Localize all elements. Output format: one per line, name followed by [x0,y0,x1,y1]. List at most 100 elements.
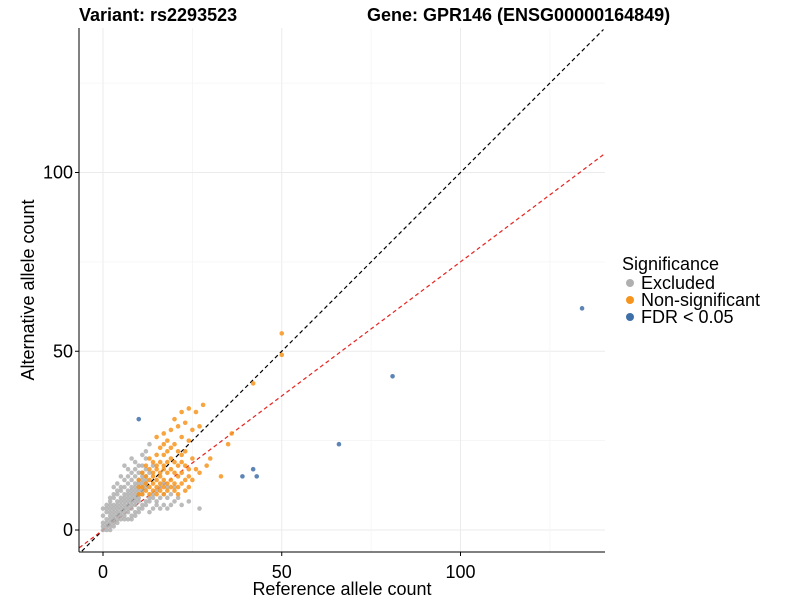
point-non-significant [154,491,159,497]
point-non-significant [168,484,174,490]
point-excluded [100,520,106,526]
point-excluded [136,463,142,468]
legend-key-excluded [626,279,634,287]
point-excluded [118,513,124,518]
point-excluded [125,488,131,493]
point-excluded [154,488,159,493]
point-fdr-0-05 [250,466,256,472]
legend-label-fdr-0-05: FDR < 0.05 [641,307,734,327]
point-excluded [140,463,145,468]
point-excluded [154,499,159,504]
point-excluded [132,491,138,497]
point-excluded [132,474,138,479]
point-non-significant [186,466,192,472]
point-excluded [118,488,124,493]
point-excluded [136,509,142,515]
point-excluded [115,499,120,504]
point-non-significant [157,481,163,486]
point-excluded [115,509,120,515]
point-excluded [197,506,202,511]
point-non-significant [207,456,213,461]
point-non-significant [157,459,163,465]
point-non-significant [136,491,142,497]
point-non-significant [186,406,192,411]
point-excluded [147,495,152,501]
point-fdr-0-05 [254,474,260,479]
point-excluded [125,509,131,515]
reference-lines [78,29,604,552]
point-excluded [115,488,120,493]
point-non-significant [175,474,181,479]
point-excluded [129,516,134,522]
point-excluded [111,509,117,515]
point-excluded [157,506,163,511]
point-excluded [118,516,124,522]
point-excluded [111,506,117,511]
point-non-significant [179,409,184,415]
point-non-significant [157,474,163,479]
point-non-significant [182,488,188,493]
point-non-significant [172,459,177,465]
point-non-significant [229,431,234,436]
point-non-significant [161,491,167,497]
point-excluded [122,516,127,522]
point-excluded [125,466,131,472]
x-tick-label: 0 [98,562,108,582]
point-non-significant [154,477,159,483]
point-non-significant [193,409,199,415]
point-excluded [129,506,134,511]
point-excluded [111,524,117,529]
point-non-significant [179,434,184,440]
data-points [100,306,585,533]
point-non-significant [154,466,159,472]
point-excluded [129,456,134,461]
point-excluded [143,456,149,461]
point-excluded [100,527,106,533]
point-excluded [100,506,106,511]
point-non-significant [186,438,192,443]
point-non-significant [179,470,184,476]
point-non-significant [147,484,152,490]
point-excluded [107,502,113,508]
point-excluded [118,499,124,504]
point-excluded [100,513,106,518]
point-excluded [122,506,127,511]
point-non-significant [168,466,174,472]
point-non-significant [218,474,224,479]
fitted-reference-line [78,154,604,549]
chart-title-variant: Variant: rs2293523 [79,5,237,25]
point-non-significant [154,463,159,468]
point-excluded [111,513,117,518]
point-excluded [122,509,127,515]
point-excluded [140,506,145,511]
point-excluded [115,520,120,526]
point-excluded [161,502,167,508]
point-non-significant [172,488,177,493]
point-excluded [107,506,113,511]
point-excluded [111,516,117,522]
point-non-significant [179,459,184,465]
point-excluded [115,506,120,511]
point-non-significant [165,438,170,443]
point-excluded [132,495,138,501]
point-non-significant [143,488,149,493]
point-excluded [104,502,109,508]
point-non-significant [175,491,181,497]
point-excluded [143,466,149,472]
point-excluded [129,477,134,483]
point-non-significant [193,466,199,472]
point-non-significant [161,431,167,436]
point-excluded [172,484,177,490]
point-excluded [132,466,138,472]
y-axis-title: Alternative allele count [18,199,38,380]
point-excluded [154,502,159,508]
point-non-significant [200,402,206,408]
point-non-significant [140,470,145,476]
point-excluded [136,488,142,493]
point-non-significant [172,481,177,486]
point-excluded [107,516,113,522]
point-excluded [111,520,117,526]
point-excluded [150,463,156,468]
point-excluded [125,499,131,504]
